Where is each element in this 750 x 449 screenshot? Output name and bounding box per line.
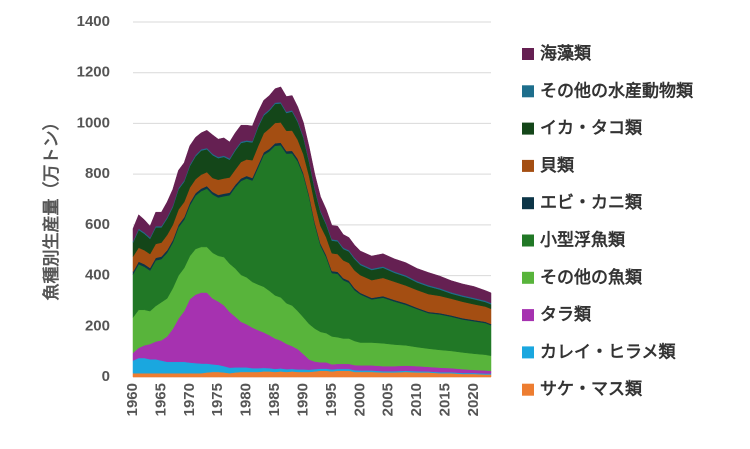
- legend-swatch: [522, 383, 534, 396]
- y-tick-label: 600: [85, 216, 110, 233]
- y-tick-label: 1000: [77, 114, 110, 131]
- legend-swatch: [522, 85, 534, 98]
- legend-swatch: [522, 122, 534, 135]
- x-tick-label: 2005: [380, 383, 397, 416]
- legend-swatch: [522, 48, 534, 60]
- legend-swatch: [522, 234, 534, 247]
- legend-swatch: [522, 159, 534, 172]
- x-axis-ticks: 1960 1965 1970 1975 1980 1985 1990 1995 2000 2005…: [124, 383, 482, 416]
- legend: 海藻類その他の水産動物類イカ・タコ類貝類エビ・カニ類小型浮魚類その他の魚類タラ類…: [522, 43, 694, 400]
- legend-label: その他の魚類: [540, 267, 643, 288]
- y-tick-label: 0: [102, 368, 110, 385]
- legend-label: カレイ・ヒラメ類: [540, 342, 676, 362]
- area-series: [132, 86, 492, 304]
- x-tick-label: 1985: [266, 383, 283, 416]
- y-tick-label: 200: [85, 317, 110, 334]
- x-tick-label: 1965: [152, 383, 169, 416]
- x-tick-label: 1960: [124, 383, 141, 416]
- legend-label: エビ・カニ類: [540, 193, 643, 213]
- legend-swatch: [522, 271, 534, 284]
- legend-label: 貝類: [540, 156, 575, 176]
- area-layers: [132, 86, 492, 378]
- x-tick-label: 2020: [465, 383, 482, 416]
- legend-label: 小型浮魚類: [540, 230, 626, 251]
- x-tick-label: 2015: [437, 383, 454, 416]
- x-tick-label: 1970: [181, 383, 198, 416]
- legend-swatch: [522, 346, 534, 359]
- y-tick-label: 1200: [77, 64, 110, 81]
- legend-label: 海藻類: [540, 43, 592, 64]
- x-tick-label: 1980: [238, 383, 255, 416]
- legend-swatch: [522, 197, 534, 210]
- legend-label: サケ・マス類: [540, 380, 643, 400]
- x-tick-label: 1990: [294, 383, 311, 416]
- y-axis-ticks: 0 200 400 600 800 1000 1200 1400: [77, 13, 110, 385]
- x-tick-label: 1995: [323, 383, 340, 416]
- legend-label: その他の水産動物類: [540, 80, 694, 101]
- x-tick-label: 1975: [209, 383, 226, 416]
- legend-swatch: [522, 309, 534, 322]
- x-tick-label: 2000: [351, 383, 368, 416]
- legend-label: イカ・タコ類: [540, 119, 643, 139]
- x-tick-label: 2010: [408, 383, 425, 416]
- y-axis-label: 魚種別生産量（万トン）: [41, 114, 62, 301]
- legend-label: タラ類: [540, 305, 592, 325]
- y-tick-label: 1400: [77, 13, 110, 30]
- y-tick-label: 400: [85, 267, 110, 284]
- y-tick-label: 800: [85, 165, 110, 182]
